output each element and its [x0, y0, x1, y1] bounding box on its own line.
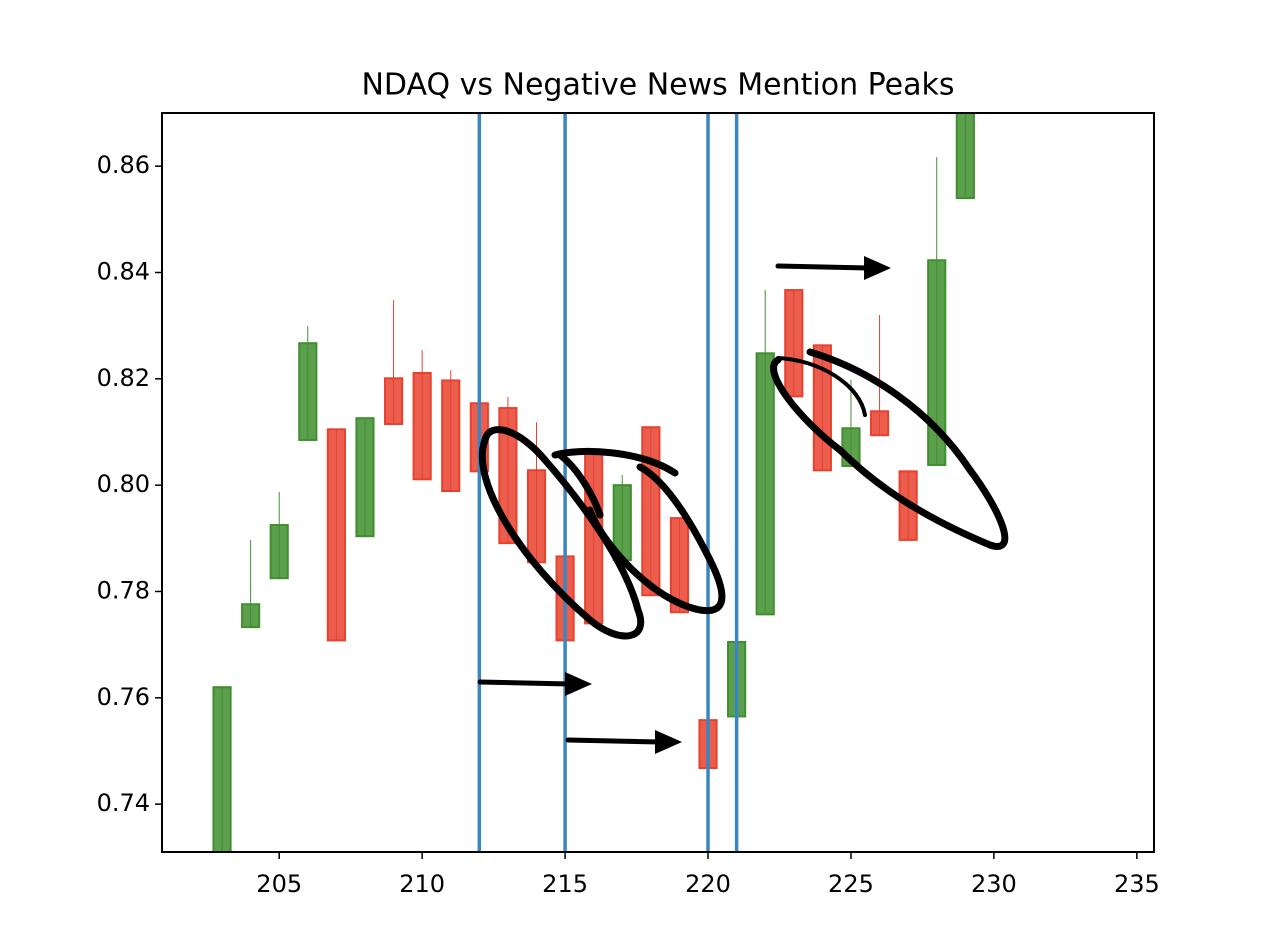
y-tick-label: 0.80 — [97, 470, 150, 498]
candle-body — [326, 428, 346, 642]
candle-body — [298, 342, 318, 441]
y-tick-label: 0.86 — [97, 151, 150, 179]
x-tick-label: 205 — [256, 870, 302, 898]
y-tick-label: 0.78 — [97, 576, 150, 604]
candle-body — [412, 371, 432, 481]
axes-frame — [161, 112, 1155, 853]
hand-loop — [478, 426, 645, 640]
candle-body — [869, 410, 890, 437]
arrow — [775, 256, 891, 280]
plot-area — [212, 113, 975, 852]
candle-body — [641, 426, 661, 597]
hand-loop — [770, 348, 1009, 550]
candle-body — [498, 407, 518, 545]
x-tick-label: 235 — [1114, 870, 1160, 898]
hand-loop — [551, 447, 726, 615]
arrow — [565, 730, 682, 754]
candle-body — [669, 517, 690, 614]
candle-body — [955, 113, 975, 200]
y-tick-label: 0.76 — [97, 683, 150, 711]
chart-title: NDAQ vs Negative News Mention Peaks — [361, 68, 954, 103]
arrow — [477, 672, 592, 696]
candle-body — [784, 289, 804, 398]
candle-body — [212, 686, 232, 852]
candle-body — [355, 417, 375, 538]
candle-body — [526, 469, 547, 564]
candle-body — [584, 451, 604, 625]
x-tick-label: 225 — [828, 870, 874, 898]
annotations — [477, 256, 1009, 754]
candle-body — [383, 377, 404, 426]
x-tick-label: 220 — [685, 870, 731, 898]
candle-body — [241, 603, 261, 629]
candle-body — [927, 259, 947, 466]
y-tick-label: 0.84 — [97, 257, 150, 285]
y-tick-label: 0.82 — [97, 364, 150, 392]
x-tick-label: 215 — [542, 870, 588, 898]
x-tick-label: 230 — [971, 870, 1017, 898]
candle-body — [755, 352, 775, 616]
hand-stroke — [776, 356, 867, 417]
candle-body — [269, 524, 289, 580]
x-tick-label: 210 — [399, 870, 445, 898]
y-tick-label: 0.74 — [97, 789, 150, 817]
candle-body — [441, 379, 461, 493]
